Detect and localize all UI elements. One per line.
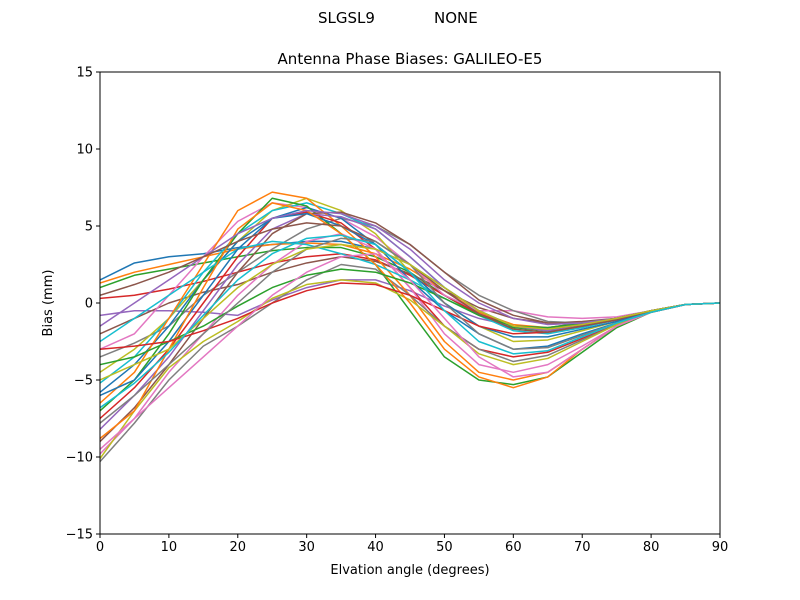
axes-layer: 0 10 20 30 40 50 60 70 80 90 −15 −10 −5 0 5 10 15	[66, 66, 729, 556]
x-tick-label: 80	[643, 540, 660, 555]
series-line-19	[100, 279, 720, 459]
x-tick-label: 10	[161, 540, 178, 555]
x-tick-label: 90	[712, 540, 729, 555]
y-tick-label: −10	[66, 451, 93, 466]
y-tick-label: 10	[76, 143, 93, 158]
series-line-27	[100, 252, 720, 450]
x-tick-label: 20	[230, 540, 247, 555]
x-tick-label: 70	[574, 540, 591, 555]
series-line-29	[100, 243, 720, 381]
x-tick-label: 0	[96, 540, 104, 555]
chart-title: Antenna Phase Biases: GALILEO-E5	[278, 50, 543, 68]
y-tick-label: 0	[85, 297, 93, 312]
figure-suptitle-left: SLGSL9	[318, 9, 375, 27]
y-tick-label: 5	[85, 220, 93, 235]
series-line-30	[100, 234, 720, 409]
series-layer	[100, 191, 720, 463]
x-axis-label: Elvation angle (degrees)	[330, 563, 489, 578]
x-tick-label: 30	[298, 540, 315, 555]
series-line-12	[100, 191, 720, 404]
x-tick-label: 40	[367, 540, 384, 555]
y-axis-label: Bias (mm)	[41, 270, 56, 337]
series-line-13	[100, 197, 720, 412]
figure-suptitle-right: NONE	[434, 9, 478, 27]
y-tick-label: −15	[66, 528, 93, 543]
y-tick-label: −5	[74, 374, 93, 389]
x-tick-label: 50	[436, 540, 453, 555]
x-tick-label: 60	[505, 540, 522, 555]
y-tick-label: 15	[76, 66, 93, 81]
